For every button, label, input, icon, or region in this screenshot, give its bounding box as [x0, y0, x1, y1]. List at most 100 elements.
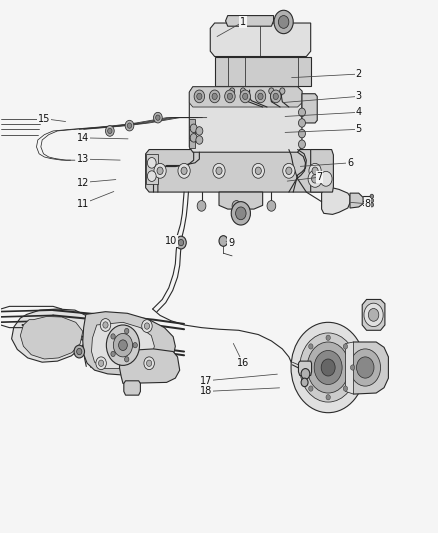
Circle shape: [230, 88, 235, 94]
Circle shape: [100, 319, 111, 332]
Circle shape: [145, 323, 150, 329]
Polygon shape: [146, 154, 158, 184]
Circle shape: [197, 93, 202, 100]
Circle shape: [111, 334, 115, 339]
Polygon shape: [12, 309, 90, 362]
Circle shape: [280, 88, 285, 94]
Polygon shape: [83, 312, 175, 375]
Circle shape: [301, 365, 306, 370]
Polygon shape: [226, 15, 274, 26]
Circle shape: [147, 360, 152, 367]
Polygon shape: [346, 342, 389, 394]
Circle shape: [194, 90, 205, 103]
Circle shape: [314, 351, 342, 384]
Circle shape: [308, 170, 322, 187]
Circle shape: [311, 174, 318, 183]
Circle shape: [298, 140, 305, 149]
Circle shape: [326, 394, 330, 400]
Bar: [189, 140, 194, 149]
Circle shape: [96, 357, 106, 369]
Circle shape: [309, 164, 321, 178]
Circle shape: [255, 90, 266, 103]
Circle shape: [364, 303, 383, 327]
Polygon shape: [146, 150, 332, 192]
Text: 3: 3: [356, 91, 362, 101]
Circle shape: [213, 164, 225, 178]
Circle shape: [157, 167, 163, 174]
Circle shape: [350, 365, 355, 370]
Circle shape: [279, 15, 289, 28]
Bar: [189, 119, 194, 127]
Circle shape: [283, 164, 295, 178]
Text: 15: 15: [38, 114, 50, 124]
Text: 13: 13: [77, 154, 89, 164]
Polygon shape: [350, 193, 363, 208]
Circle shape: [155, 115, 160, 120]
Polygon shape: [124, 381, 141, 395]
Polygon shape: [189, 87, 302, 152]
Circle shape: [350, 349, 381, 386]
Text: 14: 14: [77, 133, 89, 143]
Polygon shape: [219, 192, 263, 209]
Circle shape: [298, 119, 305, 127]
Circle shape: [142, 320, 152, 333]
Circle shape: [240, 88, 246, 94]
Circle shape: [243, 93, 248, 100]
Circle shape: [269, 88, 274, 94]
Circle shape: [99, 360, 104, 367]
Circle shape: [309, 386, 313, 391]
Circle shape: [301, 378, 308, 386]
Circle shape: [343, 386, 348, 391]
Circle shape: [255, 167, 261, 174]
Circle shape: [225, 90, 235, 103]
Circle shape: [227, 93, 233, 100]
Circle shape: [197, 200, 206, 211]
Circle shape: [252, 164, 265, 178]
Circle shape: [240, 90, 251, 103]
Circle shape: [232, 200, 241, 211]
Circle shape: [298, 130, 305, 138]
Text: 18: 18: [200, 386, 212, 397]
Circle shape: [124, 328, 129, 334]
Circle shape: [125, 120, 134, 131]
Circle shape: [370, 194, 374, 198]
Circle shape: [301, 368, 310, 379]
Circle shape: [309, 344, 313, 349]
Polygon shape: [298, 361, 311, 375]
Circle shape: [298, 108, 305, 117]
Polygon shape: [311, 150, 333, 192]
Circle shape: [190, 134, 197, 142]
Bar: [189, 130, 194, 138]
Circle shape: [103, 322, 108, 328]
Circle shape: [274, 10, 293, 34]
Polygon shape: [215, 56, 311, 86]
Circle shape: [127, 123, 132, 128]
Circle shape: [258, 93, 263, 100]
Circle shape: [196, 127, 203, 135]
Circle shape: [124, 357, 129, 362]
Text: 2: 2: [356, 69, 362, 79]
Circle shape: [108, 128, 112, 134]
Circle shape: [312, 167, 318, 174]
Circle shape: [119, 340, 127, 351]
Circle shape: [357, 357, 374, 378]
Circle shape: [370, 198, 374, 203]
Polygon shape: [362, 300, 385, 330]
Circle shape: [133, 343, 138, 348]
Circle shape: [267, 200, 276, 211]
Text: 9: 9: [228, 238, 234, 247]
Polygon shape: [189, 87, 302, 107]
Circle shape: [77, 349, 82, 355]
Circle shape: [111, 351, 115, 357]
Circle shape: [370, 203, 374, 207]
Circle shape: [113, 334, 133, 357]
Circle shape: [286, 167, 292, 174]
Circle shape: [368, 309, 379, 321]
Circle shape: [291, 322, 365, 413]
Polygon shape: [346, 342, 353, 394]
Circle shape: [153, 112, 162, 123]
Circle shape: [106, 126, 114, 136]
Text: 6: 6: [347, 158, 353, 168]
Text: 1: 1: [240, 17, 246, 27]
Text: 17: 17: [200, 376, 212, 386]
